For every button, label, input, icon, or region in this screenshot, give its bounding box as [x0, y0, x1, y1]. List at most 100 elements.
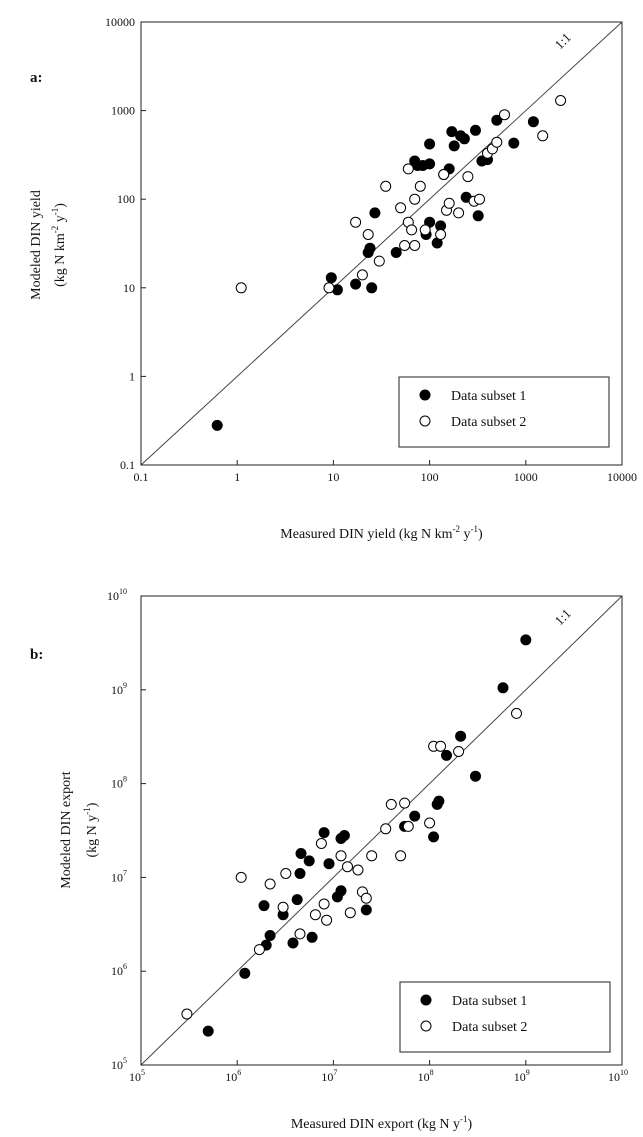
x-tick-label: 107 — [321, 1068, 337, 1084]
label-part: ) — [478, 527, 483, 542]
tick-exponent: 9 — [526, 1068, 530, 1077]
x-tick-label: 108 — [418, 1068, 434, 1084]
data-point-subset-2 — [499, 109, 510, 121]
tick-base: 0.1 — [120, 458, 135, 472]
data-point-subset-2 — [373, 255, 385, 267]
tick-exponent: 5 — [141, 1068, 145, 1077]
legend: Data subset 1 Data subset 2 — [398, 376, 610, 448]
data-point-subset-2 — [277, 901, 289, 913]
data-point-subset-1 — [323, 858, 335, 870]
legend-label: Data subset 1 — [451, 389, 526, 404]
x-tick-label: 105 — [129, 1068, 145, 1084]
legend-box — [399, 981, 611, 1053]
data-point-subset-2 — [511, 707, 522, 719]
tick-base: 10 — [418, 1070, 430, 1084]
data-point-subset-1 — [294, 868, 306, 879]
x-axis-label: Measured DIN yield (kg N km-2 y-1) — [280, 524, 483, 542]
data-point-subset-2 — [360, 892, 372, 904]
data-point-subset-1 — [364, 242, 376, 254]
data-point-subset-2 — [443, 197, 455, 209]
tick-base: 10 — [123, 281, 135, 295]
data-point-subset-2 — [294, 928, 306, 940]
data-point-subset-1 — [350, 278, 362, 290]
data-point-subset-1 — [446, 126, 458, 138]
data-point-subset-2 — [181, 1008, 193, 1020]
data-point-subset-1 — [441, 749, 452, 761]
legend-label: Data subset 2 — [452, 1020, 527, 1035]
data-point-subset-2 — [235, 871, 247, 883]
y-tick-label: 1000 — [111, 104, 135, 118]
data-point-subset-2 — [235, 282, 247, 294]
x-tick-label: 10 — [327, 470, 339, 484]
tick-exponent: 7 — [333, 1068, 337, 1077]
data-point-subset-1 — [455, 730, 467, 742]
tick-exponent: 5 — [123, 1056, 127, 1065]
y-tick-label: 107 — [111, 868, 127, 884]
y-tick-label: 10000 — [105, 15, 135, 29]
superscript: -1 — [50, 208, 60, 216]
data-point-subset-1 — [458, 133, 470, 145]
tick-base: 0.1 — [134, 470, 149, 484]
data-point-subset-1 — [303, 855, 315, 867]
plot-frame — [140, 595, 623, 1066]
data-point-subset-1 — [448, 140, 460, 152]
data-point-subset-1 — [335, 885, 347, 897]
tick-base: 10000 — [607, 470, 637, 484]
data-point-subset-2 — [453, 746, 465, 757]
y-tick-label: 108 — [111, 775, 127, 791]
superscript: -2 — [50, 226, 60, 234]
y-axis-label-line2: (kg N y-1) — [82, 802, 100, 857]
legend-marker-filled — [419, 389, 431, 401]
data-point-subset-2 — [323, 282, 335, 294]
y-tick-label: 0.1 — [120, 458, 135, 472]
tick-base: 10 — [514, 1070, 526, 1084]
data-point-subset-2 — [380, 180, 392, 192]
data-point-subset-1 — [409, 810, 421, 822]
superscript: -2 — [453, 524, 461, 534]
data-point-subset-2 — [309, 909, 321, 921]
data-point-subset-1 — [497, 682, 509, 694]
tick-base: 10 — [111, 1058, 123, 1072]
y-tick-label: 105 — [111, 1056, 127, 1072]
data-point-subset-2 — [342, 861, 353, 873]
tick-base: 1 — [234, 470, 240, 484]
y-tick-label: 100 — [117, 192, 135, 206]
legend-label: Data subset 1 — [452, 994, 527, 1009]
tick-base: 10000 — [105, 15, 135, 29]
label-part: Measured DIN yield (kg N km — [280, 527, 452, 542]
data-point-subset-1 — [470, 124, 481, 136]
data-point-subset-1 — [424, 138, 436, 150]
data-point-subset-1 — [291, 894, 303, 906]
data-point-subset-1 — [295, 848, 307, 859]
tick-base: 100 — [421, 470, 439, 484]
data-point-subset-2 — [395, 202, 407, 214]
x-tick-label: 109 — [514, 1068, 530, 1084]
data-point-subset-2 — [335, 850, 347, 862]
data-point-subset-2 — [395, 850, 407, 862]
label-part: ) — [467, 1117, 472, 1132]
tick-base: 1 — [129, 369, 135, 383]
tick-base: 10 — [111, 777, 123, 791]
data-point-subset-2 — [352, 864, 364, 876]
legend-marker-filled — [420, 994, 432, 1006]
data-point-subset-2 — [406, 224, 418, 236]
data-point-subset-1 — [239, 967, 251, 979]
data-point-subset-2 — [453, 207, 465, 219]
tick-base: 10 — [111, 964, 123, 978]
data-point-subset-2 — [318, 898, 330, 910]
data-point-subset-1 — [202, 1025, 214, 1037]
data-point-subset-1 — [491, 114, 503, 126]
plot-frame — [140, 21, 623, 466]
data-point-subset-2 — [555, 95, 567, 106]
panel-label: a: — [30, 70, 43, 86]
data-point-subset-2 — [264, 878, 276, 890]
data-point-subset-2 — [409, 193, 421, 205]
data-point-subset-2 — [537, 130, 549, 142]
data-point-subset-1 — [433, 795, 445, 807]
label-part: ) — [53, 203, 68, 208]
data-point-subset-2 — [491, 136, 503, 148]
legend-box — [398, 376, 610, 448]
chart-panel-a: a: 1:1 0.1 1 10 100 1000 10000 0.1 1 10 100 1000 1000… — [29, 15, 637, 542]
y-tick-label: 109 — [111, 681, 127, 697]
